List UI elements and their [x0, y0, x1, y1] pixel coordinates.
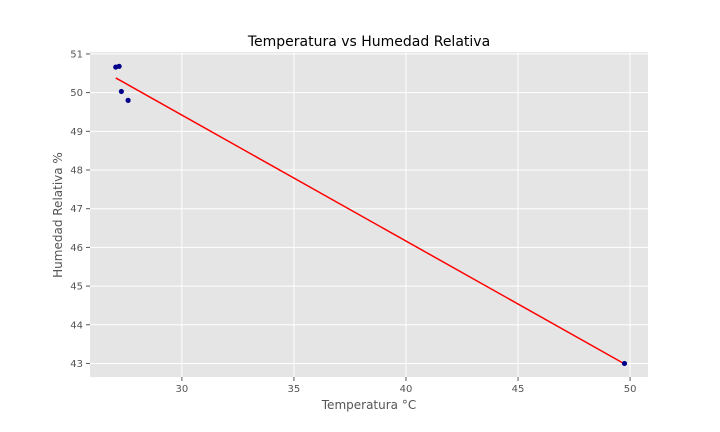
y-tick-label: 49 [70, 127, 83, 138]
trend-line [115, 77, 625, 365]
x-tick-label: 30 [176, 384, 189, 395]
scatter-point [125, 97, 131, 103]
chart-marks [113, 63, 628, 367]
x-tick-label: 50 [624, 384, 637, 395]
y-tick-label: 46 [70, 243, 83, 254]
y-tick-label: 50 [70, 88, 83, 99]
y-axis-label: Humedad Relativa % [51, 152, 65, 278]
y-tick-label: 45 [70, 282, 83, 293]
x-tick-label: 40 [400, 384, 413, 395]
scatter-point [118, 88, 124, 95]
y-tick-label: 51 [70, 49, 83, 60]
x-axis-label: Temperatura °C [321, 398, 416, 412]
scatter-point [116, 63, 122, 69]
scatter-point [621, 360, 628, 367]
y-tick-label: 44 [70, 320, 83, 331]
y-tick-label: 47 [70, 204, 83, 215]
y-tick-label: 48 [70, 166, 83, 177]
x-tick-label: 45 [512, 384, 525, 395]
y-tick-label: 43 [70, 359, 83, 370]
axis-ticks: 30 35 40 45 50 43 44 45 46 47 48 49 50 51 [70, 49, 636, 395]
grid [90, 52, 648, 377]
chart-title: Temperatura vs Humedad Relativa [247, 34, 490, 50]
plot-area [90, 52, 648, 377]
x-tick-label: 35 [288, 384, 301, 395]
